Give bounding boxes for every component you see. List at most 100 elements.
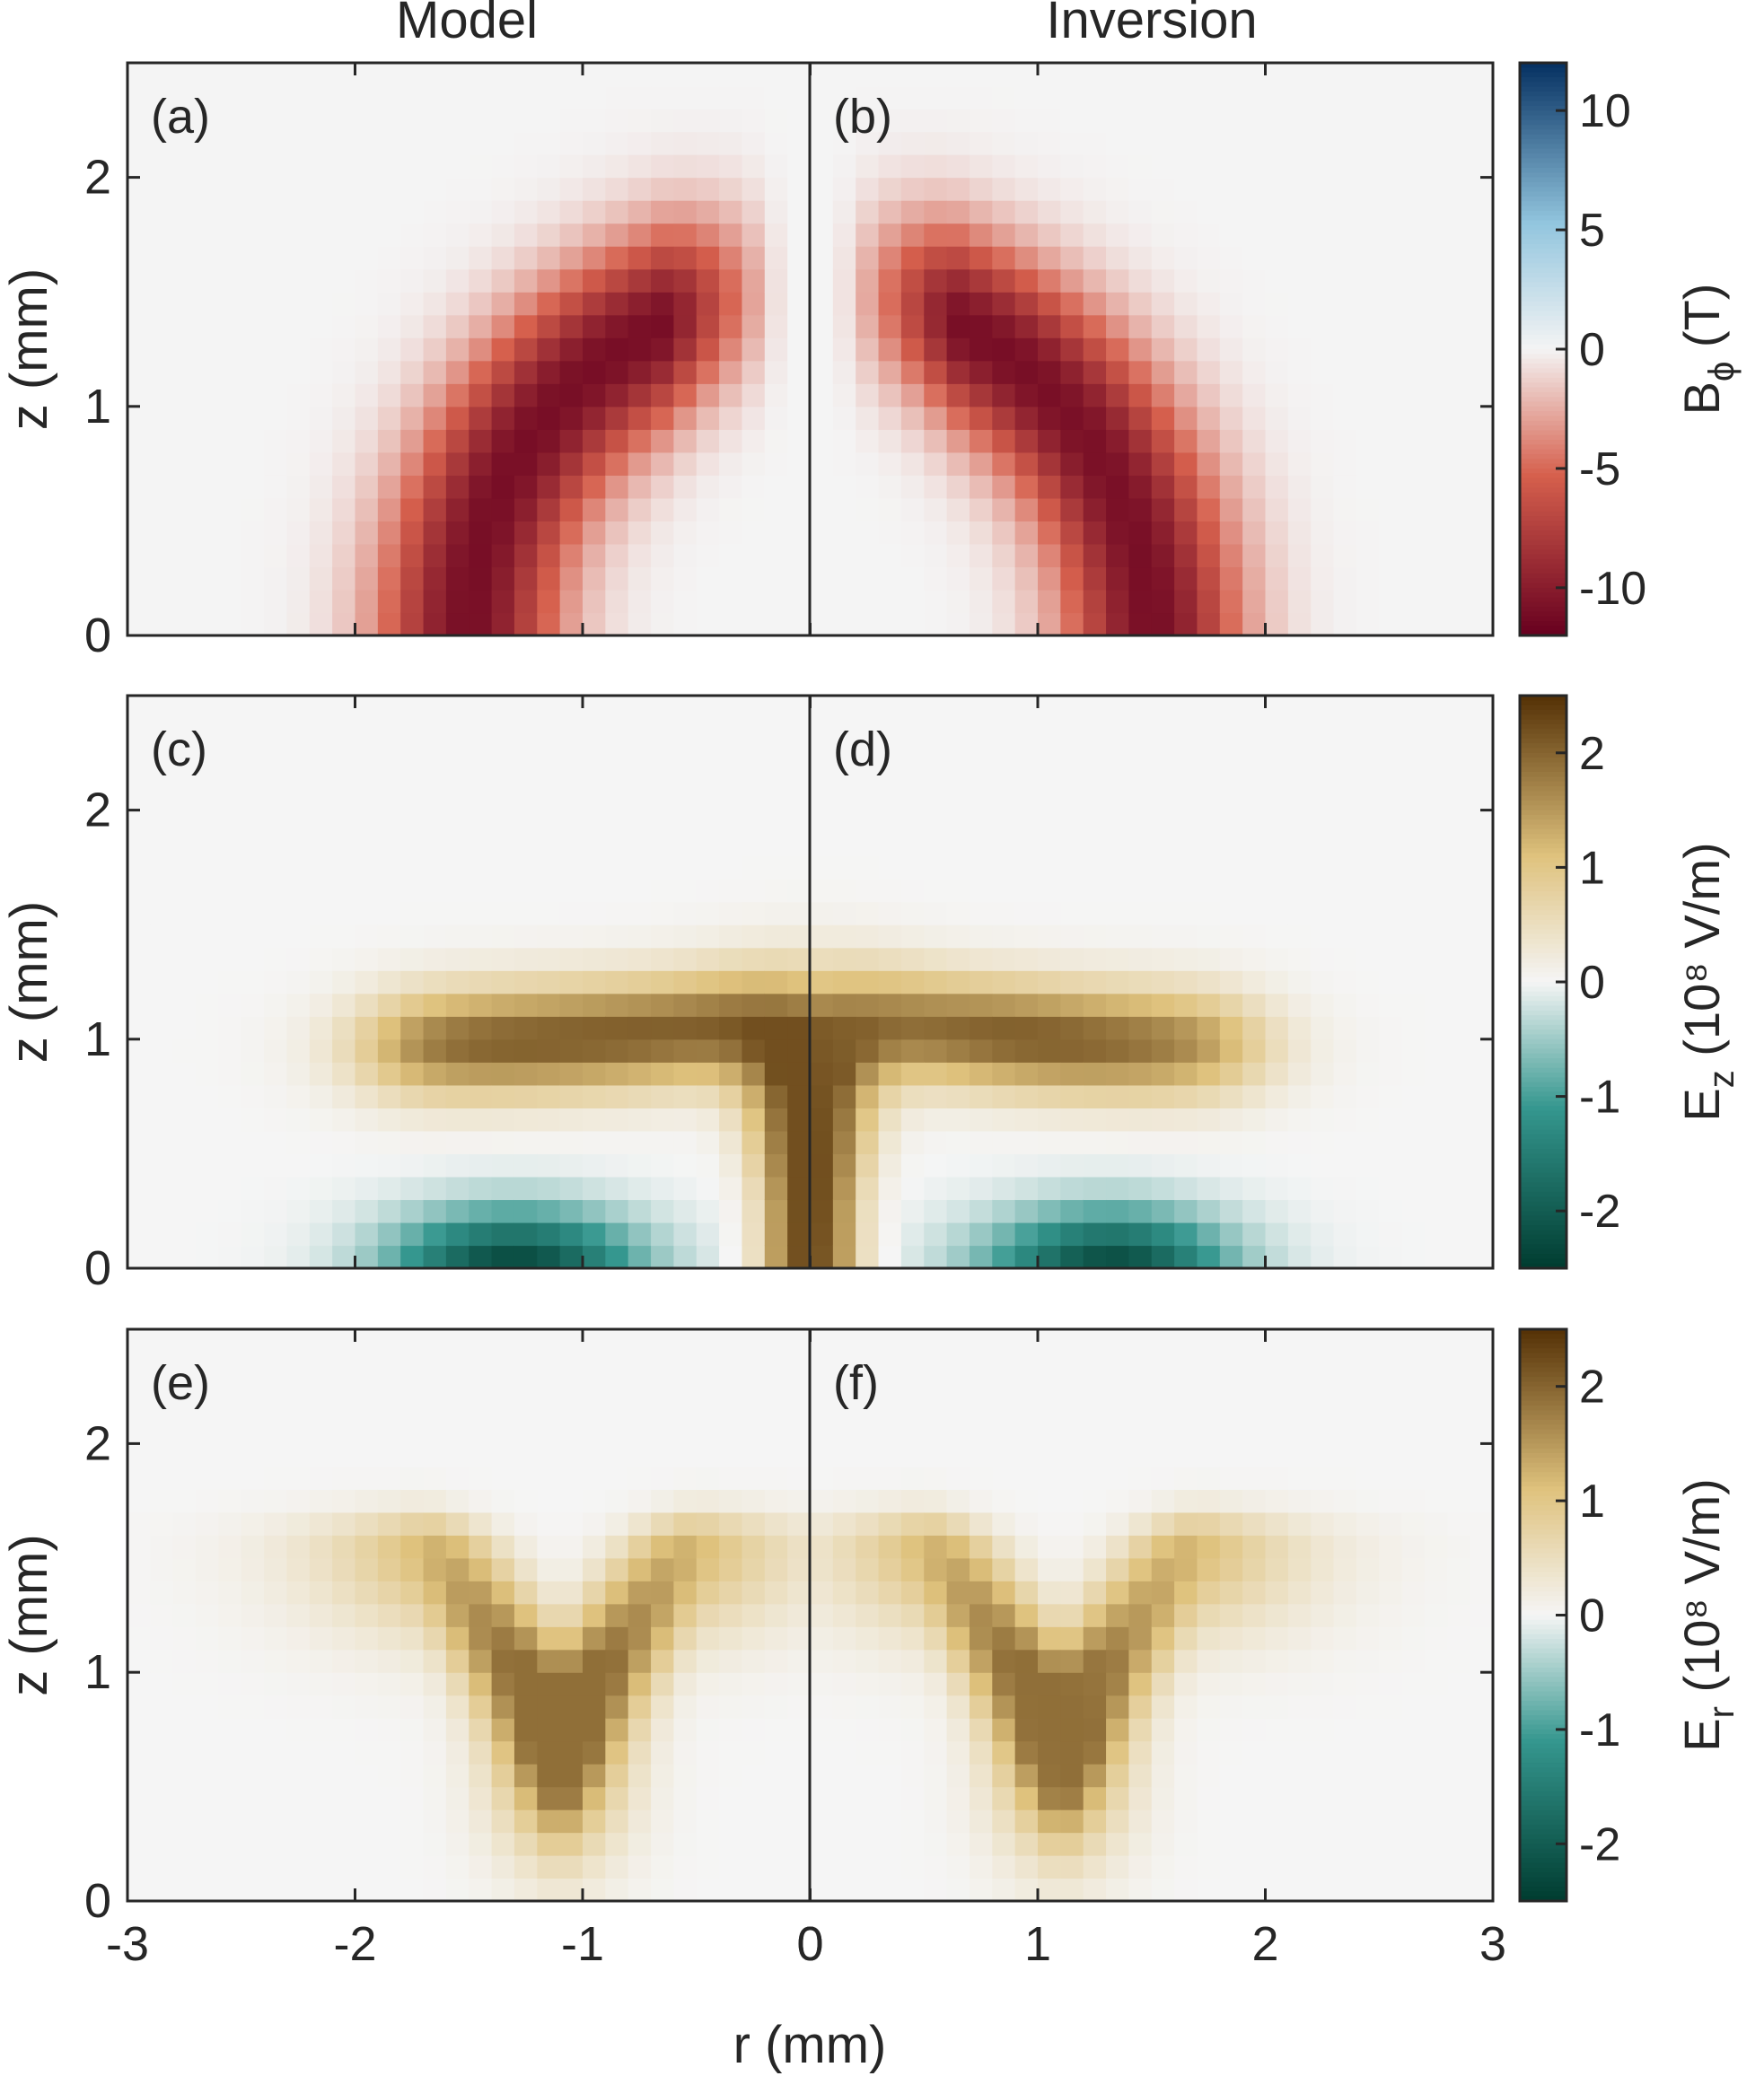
- heatmap-cell: [172, 1176, 197, 1201]
- heatmap-cell: [559, 1466, 584, 1490]
- heatmap-cell: [696, 855, 720, 880]
- heatmap-cell: [1401, 879, 1426, 903]
- heatmap-cell: [1014, 589, 1039, 614]
- heatmap-cell: [1151, 718, 1175, 742]
- heatmap-cell: [241, 1397, 265, 1422]
- heatmap-cell: [264, 521, 288, 545]
- heatmap-cell: [1470, 1108, 1494, 1132]
- heatmap-cell: [150, 1222, 174, 1247]
- heatmap-cell: [742, 1740, 766, 1765]
- heatmap-cell: [218, 1443, 242, 1467]
- colorbar-step: [1520, 982, 1567, 988]
- colorbar-step: [1520, 502, 1567, 508]
- heatmap-cell: [1038, 1489, 1061, 1513]
- heatmap-cell: [559, 855, 584, 880]
- heatmap-cell: [946, 718, 970, 742]
- heatmap-cell: [1447, 1222, 1471, 1247]
- heatmap-cell: [1038, 1626, 1061, 1651]
- heatmap-cell: [1197, 1786, 1221, 1810]
- heatmap-cell: [832, 406, 856, 430]
- heatmap-cell: [1219, 612, 1243, 636]
- heatmap-cell: [1333, 177, 1357, 201]
- heatmap-cell: [900, 901, 925, 925]
- heatmap-cell: [286, 1108, 311, 1132]
- heatmap-cell: [764, 1374, 788, 1399]
- heatmap-cell: [924, 1649, 948, 1673]
- heatmap-cell: [1379, 879, 1403, 903]
- heatmap-cell: [924, 337, 948, 362]
- heatmap-cell: [583, 1718, 606, 1742]
- heatmap-cell: [651, 1352, 674, 1376]
- heatmap-cell: [900, 1695, 925, 1719]
- heatmap-cell: [969, 1557, 993, 1581]
- heatmap-cell: [1265, 993, 1289, 1017]
- heatmap-cell: [172, 1443, 197, 1467]
- heatmap-cell: [832, 589, 856, 614]
- heatmap-cell: [627, 406, 652, 430]
- heatmap-cell: [150, 1420, 174, 1444]
- colorbar-step: [1520, 411, 1567, 417]
- heatmap-cell: [1401, 1718, 1426, 1742]
- heatmap-cell: [1424, 1199, 1448, 1223]
- heatmap-cell: [1470, 1786, 1494, 1810]
- heatmap-cell: [719, 1084, 743, 1108]
- heatmap-cell: [423, 1649, 447, 1673]
- heatmap-cell: [1311, 406, 1335, 430]
- heatmap-cell: [241, 1695, 265, 1719]
- heatmap-cell: [1265, 406, 1289, 430]
- heatmap-cell: [491, 787, 515, 811]
- heatmap-cell: [355, 1878, 379, 1902]
- heatmap-cell: [1219, 1084, 1243, 1108]
- heatmap-cell: [810, 1466, 834, 1490]
- heatmap-cell: [673, 200, 698, 224]
- heatmap-cell: [1287, 1038, 1312, 1063]
- heatmap-cell: [1083, 1199, 1107, 1223]
- heatmap-cell: [1106, 1176, 1129, 1201]
- heatmap-cell: [400, 1511, 425, 1536]
- heatmap-cell: [946, 566, 970, 591]
- heatmap-cell: [1106, 1649, 1129, 1673]
- heatmap-cell: [1128, 1740, 1153, 1765]
- colorbar-step: [1520, 1448, 1567, 1454]
- heatmap-cell: [513, 223, 538, 247]
- heatmap-cell: [605, 1626, 629, 1651]
- heatmap-cell: [924, 612, 948, 636]
- heatmap-cell: [969, 63, 993, 87]
- heatmap-cell: [1242, 1535, 1267, 1559]
- heatmap-cell: [264, 1740, 288, 1765]
- heatmap-cell: [1083, 566, 1107, 591]
- heatmap-cell: [400, 1535, 425, 1559]
- heatmap-cell: [764, 696, 788, 720]
- heatmap-cell: [1060, 497, 1084, 521]
- heatmap-cell: [832, 1855, 856, 1879]
- heatmap-cell: [559, 741, 584, 766]
- heatmap-cell: [1242, 1718, 1267, 1742]
- heatmap-cell: [1424, 1649, 1448, 1673]
- heatmap-cell: [150, 451, 174, 476]
- heatmap-cell: [696, 1084, 720, 1108]
- colorbar-step: [1520, 597, 1567, 603]
- heatmap-cell: [1060, 1718, 1084, 1742]
- heatmap-cell: [559, 1329, 584, 1353]
- heatmap-cell: [946, 612, 970, 636]
- heatmap-cell: [309, 589, 333, 614]
- heatmap-cell: [1287, 589, 1312, 614]
- heatmap-cell: [241, 383, 265, 407]
- heatmap-cell: [1379, 109, 1403, 133]
- heatmap-cell: [1401, 497, 1426, 521]
- heatmap-cell: [1106, 1108, 1129, 1132]
- colorbar-step: [1520, 1034, 1567, 1040]
- heatmap-cell: [1197, 1557, 1221, 1581]
- panel-label: (e): [151, 1356, 210, 1410]
- colorbar-step: [1520, 611, 1567, 618]
- heatmap-cell: [377, 810, 401, 834]
- heatmap-cell: [742, 1878, 766, 1902]
- heatmap-cell: [400, 200, 425, 224]
- heatmap-cell: [559, 1764, 584, 1788]
- heatmap-cell: [742, 1352, 766, 1376]
- heatmap-cell: [673, 223, 698, 247]
- heatmap-cell: [491, 1038, 515, 1063]
- heatmap-cell: [1401, 741, 1426, 766]
- heatmap-cell: [377, 1581, 401, 1605]
- heatmap-cell: [172, 63, 197, 87]
